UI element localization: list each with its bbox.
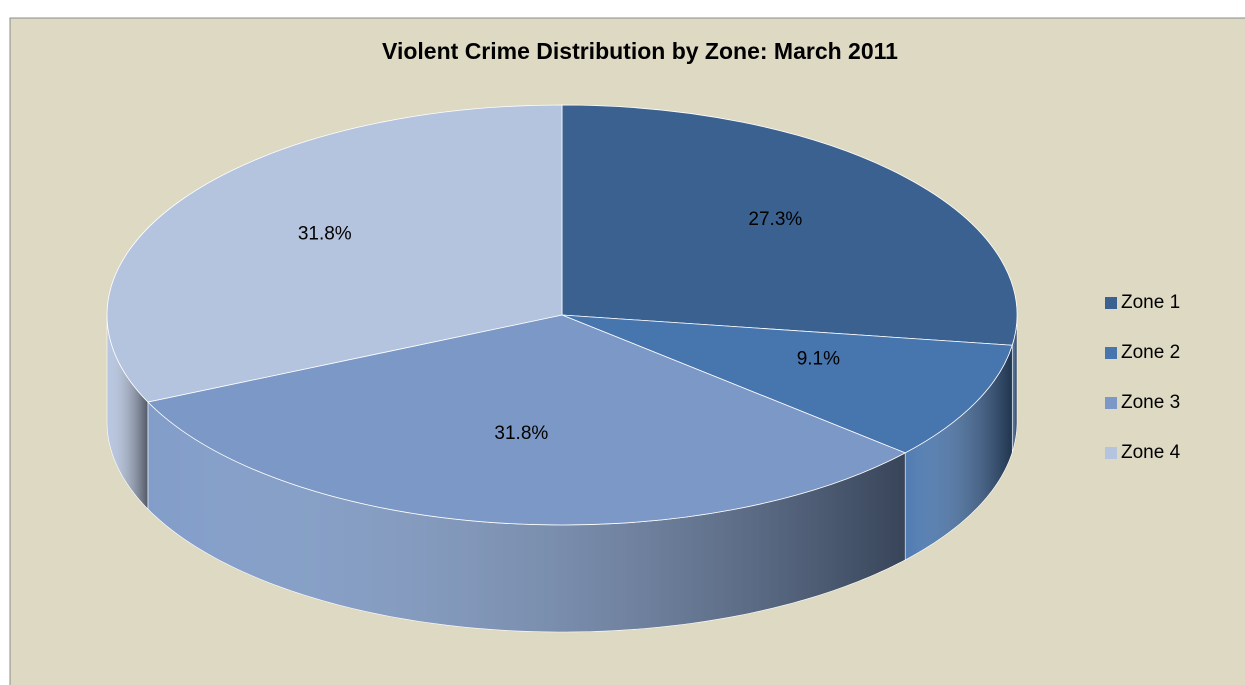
chart-title: Violent Crime Distribution by Zone: Marc… (382, 38, 898, 64)
pie: 27.3% 9.1% 31.8% 31.8% (106, 104, 1018, 633)
data-label: 9.1% (797, 348, 840, 369)
slice (106, 104, 563, 403)
legend-swatch (1105, 347, 1117, 359)
legend-label: Zone 1 (1121, 292, 1180, 313)
legend-label: Zone 2 (1121, 342, 1180, 363)
legend: Zone 1 Zone 2 Zone 3 Zone 4 (1105, 292, 1181, 463)
legend-label: Zone 4 (1121, 442, 1181, 463)
legend-swatch (1105, 397, 1117, 409)
slice (561, 314, 1013, 454)
data-label: 31.8% (494, 423, 548, 444)
slice (561, 104, 1018, 346)
legend-label: Zone 3 (1121, 392, 1180, 413)
legend-swatch (1105, 297, 1117, 309)
data-label: 31.8% (298, 224, 352, 245)
slice (147, 314, 907, 526)
data-label: 27.3% (748, 209, 802, 230)
legend-swatch (1105, 447, 1117, 459)
